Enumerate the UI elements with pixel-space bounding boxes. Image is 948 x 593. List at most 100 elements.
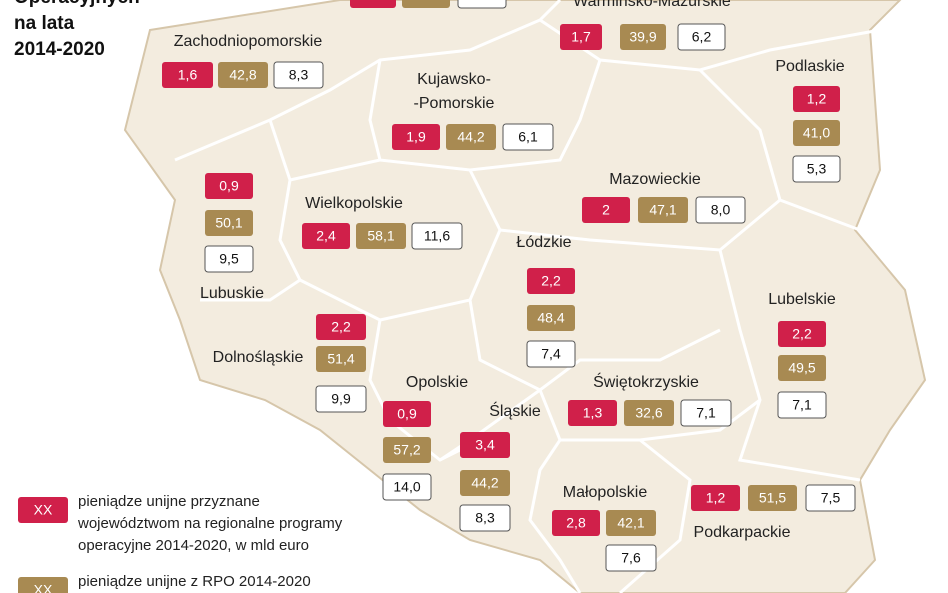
- value-gold: 58,1: [367, 228, 394, 244]
- value-red: 0,9: [397, 406, 417, 422]
- region-name: Łódzkie: [516, 234, 571, 251]
- value-gold: 48,4: [537, 310, 564, 326]
- value-white-box: [502, 123, 554, 151]
- region: Świętokrzyskie 1,3 32,6 7,1: [568, 372, 732, 427]
- value-red: 1,6: [178, 67, 198, 83]
- value-white: 6,2: [692, 29, 712, 45]
- value-red: 2,4: [316, 228, 336, 244]
- value-gold: 44,2: [457, 129, 484, 145]
- value-red: 3,4: [475, 437, 495, 453]
- region: Mazowieckie 2 47,1 8,0: [582, 171, 746, 224]
- value-red: 1,9: [406, 129, 426, 145]
- value-gold: 32,6: [635, 405, 662, 421]
- title-line: Operacyjnych: [14, 0, 140, 8]
- value-white-box: [411, 222, 463, 250]
- value-red: 1,2: [807, 91, 827, 107]
- value-red: 1,7: [571, 29, 591, 45]
- value-gold-box: [778, 355, 826, 381]
- region-name: Opolskie: [406, 374, 468, 391]
- value-white-box: [695, 196, 746, 224]
- value-white-box: [382, 473, 432, 501]
- region: Warmińsko-Mazurskie 1,7 39,9 6,2: [560, 0, 731, 51]
- value-gold-box: [383, 437, 431, 463]
- value-red-box: [392, 124, 440, 150]
- region: Opolskie 0,9 57,2 14,0: [382, 374, 468, 501]
- value-gold-box: [356, 223, 406, 249]
- value-red: 2: [602, 202, 610, 218]
- value-white-box: [792, 155, 841, 183]
- value-red-box: [316, 314, 366, 340]
- value-white: 8,3: [289, 67, 309, 83]
- value-red: 2,2: [331, 319, 351, 335]
- value-gold: 47,1: [649, 202, 676, 218]
- region: Zachodniopomorskie 1,6 42,8 8,3: [162, 33, 324, 89]
- value-white: 6,1: [518, 129, 538, 145]
- value-white: 5,3: [807, 161, 827, 177]
- value-white: 14,0: [393, 479, 420, 495]
- legend-item: XX pieniądze unijne przyznane województwom…: [18, 493, 343, 554]
- value-gold: 39,9: [629, 29, 656, 45]
- region-name: Małopolskie: [563, 484, 648, 501]
- value-white-box: [680, 399, 732, 427]
- region: Śląskie 3,4 44,2 8,3: [459, 401, 541, 532]
- value-gold: 44,2: [471, 475, 498, 491]
- value-red-box: [552, 510, 600, 536]
- value-gold: 41,0: [803, 125, 830, 141]
- value-white: 9,9: [331, 391, 351, 407]
- region: Kujawsko- -Pomorskie 1,9 44,2 6,1: [392, 71, 554, 151]
- value-white: 7,1: [792, 397, 812, 413]
- value-gold-box: [205, 210, 253, 236]
- value-gold: 51,4: [327, 351, 354, 367]
- region-name: Mazowieckie: [609, 171, 701, 188]
- legend-key-box: [18, 577, 68, 593]
- value-red-box: [302, 223, 350, 249]
- value-gold-box: [527, 305, 575, 331]
- country-shape: [123, 0, 927, 593]
- region: Lubuskie 0,9 50,1 9,5: [200, 173, 264, 302]
- value-white: 7,4: [541, 346, 561, 362]
- value-white: 9,5: [219, 251, 239, 267]
- legend-item: XX pieniądze unijne z RPO 2014-2020: [18, 573, 311, 593]
- value-gold-box: [793, 120, 840, 146]
- value-red-box: [582, 197, 630, 223]
- value-red-box: [793, 86, 840, 112]
- value-red-box: [560, 24, 602, 50]
- value-gold: 42,8: [229, 67, 256, 83]
- region-borders: [174, 0, 881, 593]
- value-white: 8,3: [475, 510, 495, 526]
- value-red: 2,8: [566, 515, 586, 531]
- region: Lubelskie 2,2 49,5 7,1: [768, 291, 836, 419]
- value-red: 1,2: [706, 490, 726, 506]
- value-gold: 50,1: [215, 215, 242, 231]
- region-name: Dolnośląskie: [213, 349, 304, 366]
- legend-key-box: [18, 497, 68, 523]
- value-gold-box: [620, 24, 666, 50]
- title-line: 2014-2020: [14, 39, 105, 60]
- value-red-box: [778, 321, 826, 347]
- value-white-box: [605, 544, 657, 572]
- region-name: Warmińsko-Mazurskie: [573, 0, 731, 10]
- value-gold-box: [218, 62, 268, 88]
- title-line: na lata: [14, 13, 75, 34]
- legend-key: XX: [34, 582, 53, 593]
- value-red-box: [691, 485, 740, 511]
- top-clipped-boxes: [350, 0, 507, 9]
- region: Podkarpackie 1,2 51,5 7,5: [691, 484, 856, 541]
- value-white: 8,0: [711, 202, 731, 218]
- value-gold: 51,5: [759, 490, 786, 506]
- value-white: 11,6: [424, 228, 450, 244]
- value-gold-box: [606, 510, 656, 536]
- value-red: 2,2: [541, 273, 561, 289]
- legend-text: operacyjne 2014-2020, w mld euro: [78, 537, 309, 554]
- value-white-box: [526, 340, 576, 368]
- region-name: Śląskie: [489, 401, 541, 420]
- region-name: Lubuskie: [200, 285, 264, 302]
- value-white-box: [315, 385, 367, 413]
- value-gold-box: [638, 197, 688, 223]
- value-white: 7,1: [696, 405, 716, 421]
- legend-text: województwom na regionalne programy: [77, 515, 343, 532]
- value-gold-box: [624, 400, 674, 426]
- region-name: Świętokrzyskie: [593, 372, 699, 391]
- value-red-box: [162, 62, 213, 88]
